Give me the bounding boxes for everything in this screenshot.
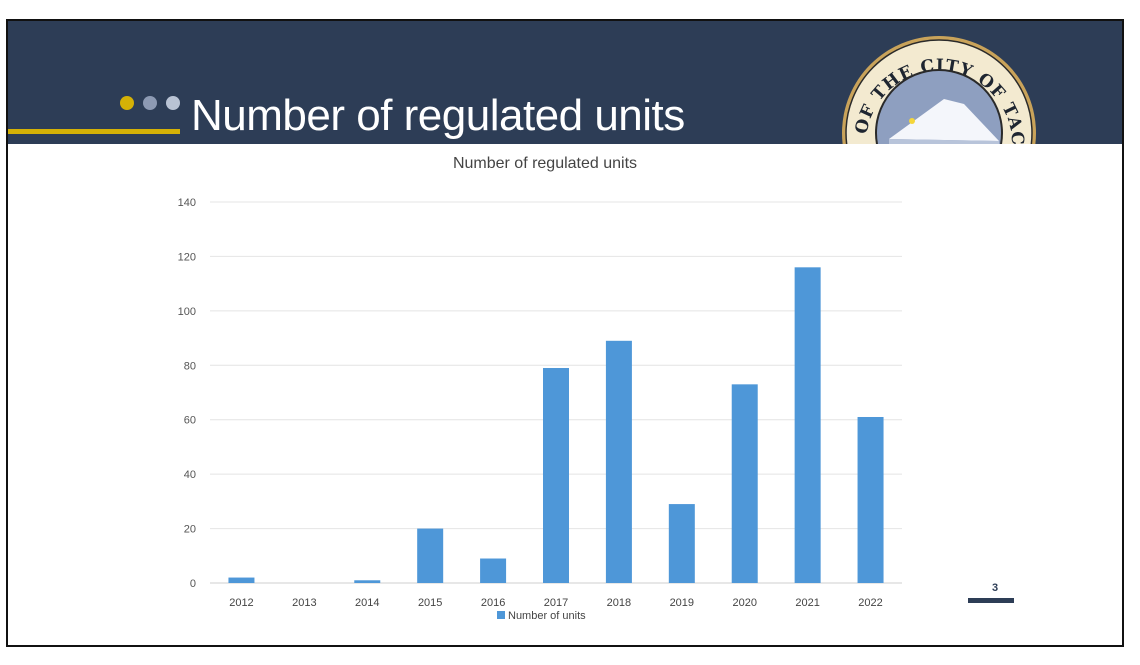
legend-swatch (497, 611, 505, 619)
bullet-dot-gray (143, 96, 157, 110)
bar-2014 (354, 580, 381, 583)
slide-header: Number of regulated units SEAL OF THE CI… (8, 21, 1122, 144)
bar-2021 (794, 267, 821, 583)
bar-2020 (731, 384, 758, 583)
y-tick-label: 0 (190, 578, 196, 590)
x-tick-label: 2017 (544, 597, 568, 609)
y-tick-label: 80 (184, 360, 196, 372)
x-tick-label: 2016 (481, 597, 505, 609)
x-tick-label: 2014 (355, 597, 379, 609)
page-number-bar (968, 598, 1014, 603)
accent-line (8, 129, 180, 134)
legend-label: Number of units (508, 610, 586, 622)
x-tick-label: 2022 (858, 597, 882, 609)
bar-2019 (668, 504, 695, 583)
slide-title: Number of regulated units (191, 91, 685, 140)
x-tick-label: 2013 (292, 597, 316, 609)
bar-2017 (543, 368, 569, 583)
bar-2015 (417, 528, 444, 583)
y-tick-label: 60 (184, 415, 196, 427)
y-tick-label: 100 (178, 306, 196, 318)
x-tick-label: 2020 (732, 597, 756, 609)
x-tick-label: 2012 (229, 597, 253, 609)
bullet-dot-yellow (120, 96, 134, 110)
x-tick-label: 2015 (418, 597, 442, 609)
y-tick-label: 120 (178, 251, 196, 263)
x-tick-label: 2021 (795, 597, 819, 609)
bar-2012 (228, 577, 255, 583)
page-number: 3 (992, 582, 999, 594)
bar-2022 (857, 416, 884, 583)
slide: Number of regulated units SEAL OF THE CI… (6, 19, 1124, 647)
x-tick-label: 2019 (670, 597, 694, 609)
bar-2016 (480, 558, 507, 583)
bar-chart: Number of regulated units 2012 2013 2014 20… (178, 155, 902, 622)
bullet-dot-light (166, 96, 180, 110)
y-tick-label: 140 (178, 197, 196, 209)
x-tick-label: 2018 (607, 597, 631, 609)
y-tick-label: 40 (184, 469, 196, 481)
y-tick-label: 20 (184, 524, 196, 536)
city-seal-logo: SEAL OF THE CITY OF TACOMA (834, 29, 1036, 144)
chart-title: Number of regulated units (453, 155, 637, 172)
bar-2018 (605, 340, 632, 583)
